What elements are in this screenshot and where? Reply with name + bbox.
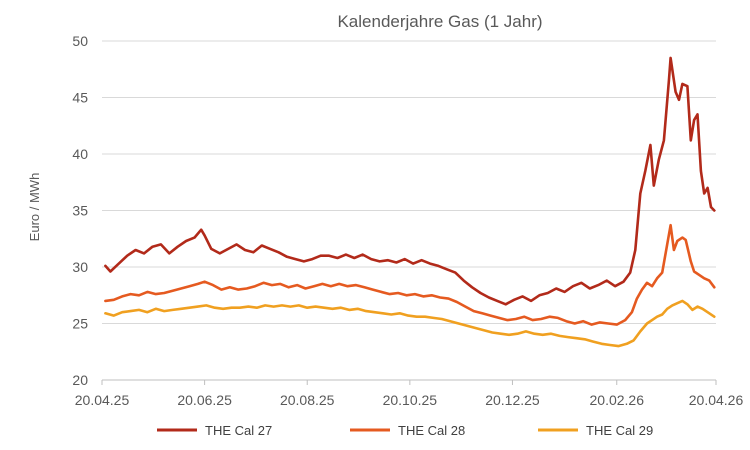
y-tick-label: 30 (72, 259, 88, 275)
x-tick-label: 20.12.25 (485, 392, 540, 408)
x-tick-label: 20.02.26 (590, 392, 645, 408)
y-tick-label: 50 (72, 33, 88, 49)
y-axis: 20 25 30 35 40 45 50 (72, 33, 88, 388)
legend-label: THE Cal 27 (205, 423, 272, 438)
y-tick-label: 35 (72, 203, 88, 219)
y-axis-title: Euro / MWh (27, 173, 42, 242)
legend: THE Cal 27 THE Cal 28 THE Cal 29 (157, 423, 653, 438)
x-tick-label: 20.04.26 (689, 392, 744, 408)
chart-title: Kalenderjahre Gas (1 Jahr) (337, 12, 542, 31)
y-tick-label: 20 (72, 372, 88, 388)
x-tick-label: 20.04.25 (75, 392, 130, 408)
legend-label: THE Cal 28 (398, 423, 465, 438)
x-axis (101, 379, 717, 385)
y-tick-label: 45 (72, 90, 88, 106)
legend-label: THE Cal 29 (586, 423, 653, 438)
series-line-2 (104, 223, 716, 326)
y-tick-label: 40 (72, 146, 88, 162)
series-lines (104, 56, 716, 348)
x-tick-label: 20.10.25 (383, 392, 438, 408)
y-tick-label: 25 (72, 316, 88, 332)
x-tick-label: 20.06.25 (177, 392, 232, 408)
series-line-1 (104, 56, 716, 306)
x-tick-label: 20.08.25 (280, 392, 335, 408)
x-tick-labels: 20.04.25 20.06.25 20.08.25 20.10.25 20.12.25… (75, 392, 744, 408)
series-line-3 (104, 299, 716, 348)
